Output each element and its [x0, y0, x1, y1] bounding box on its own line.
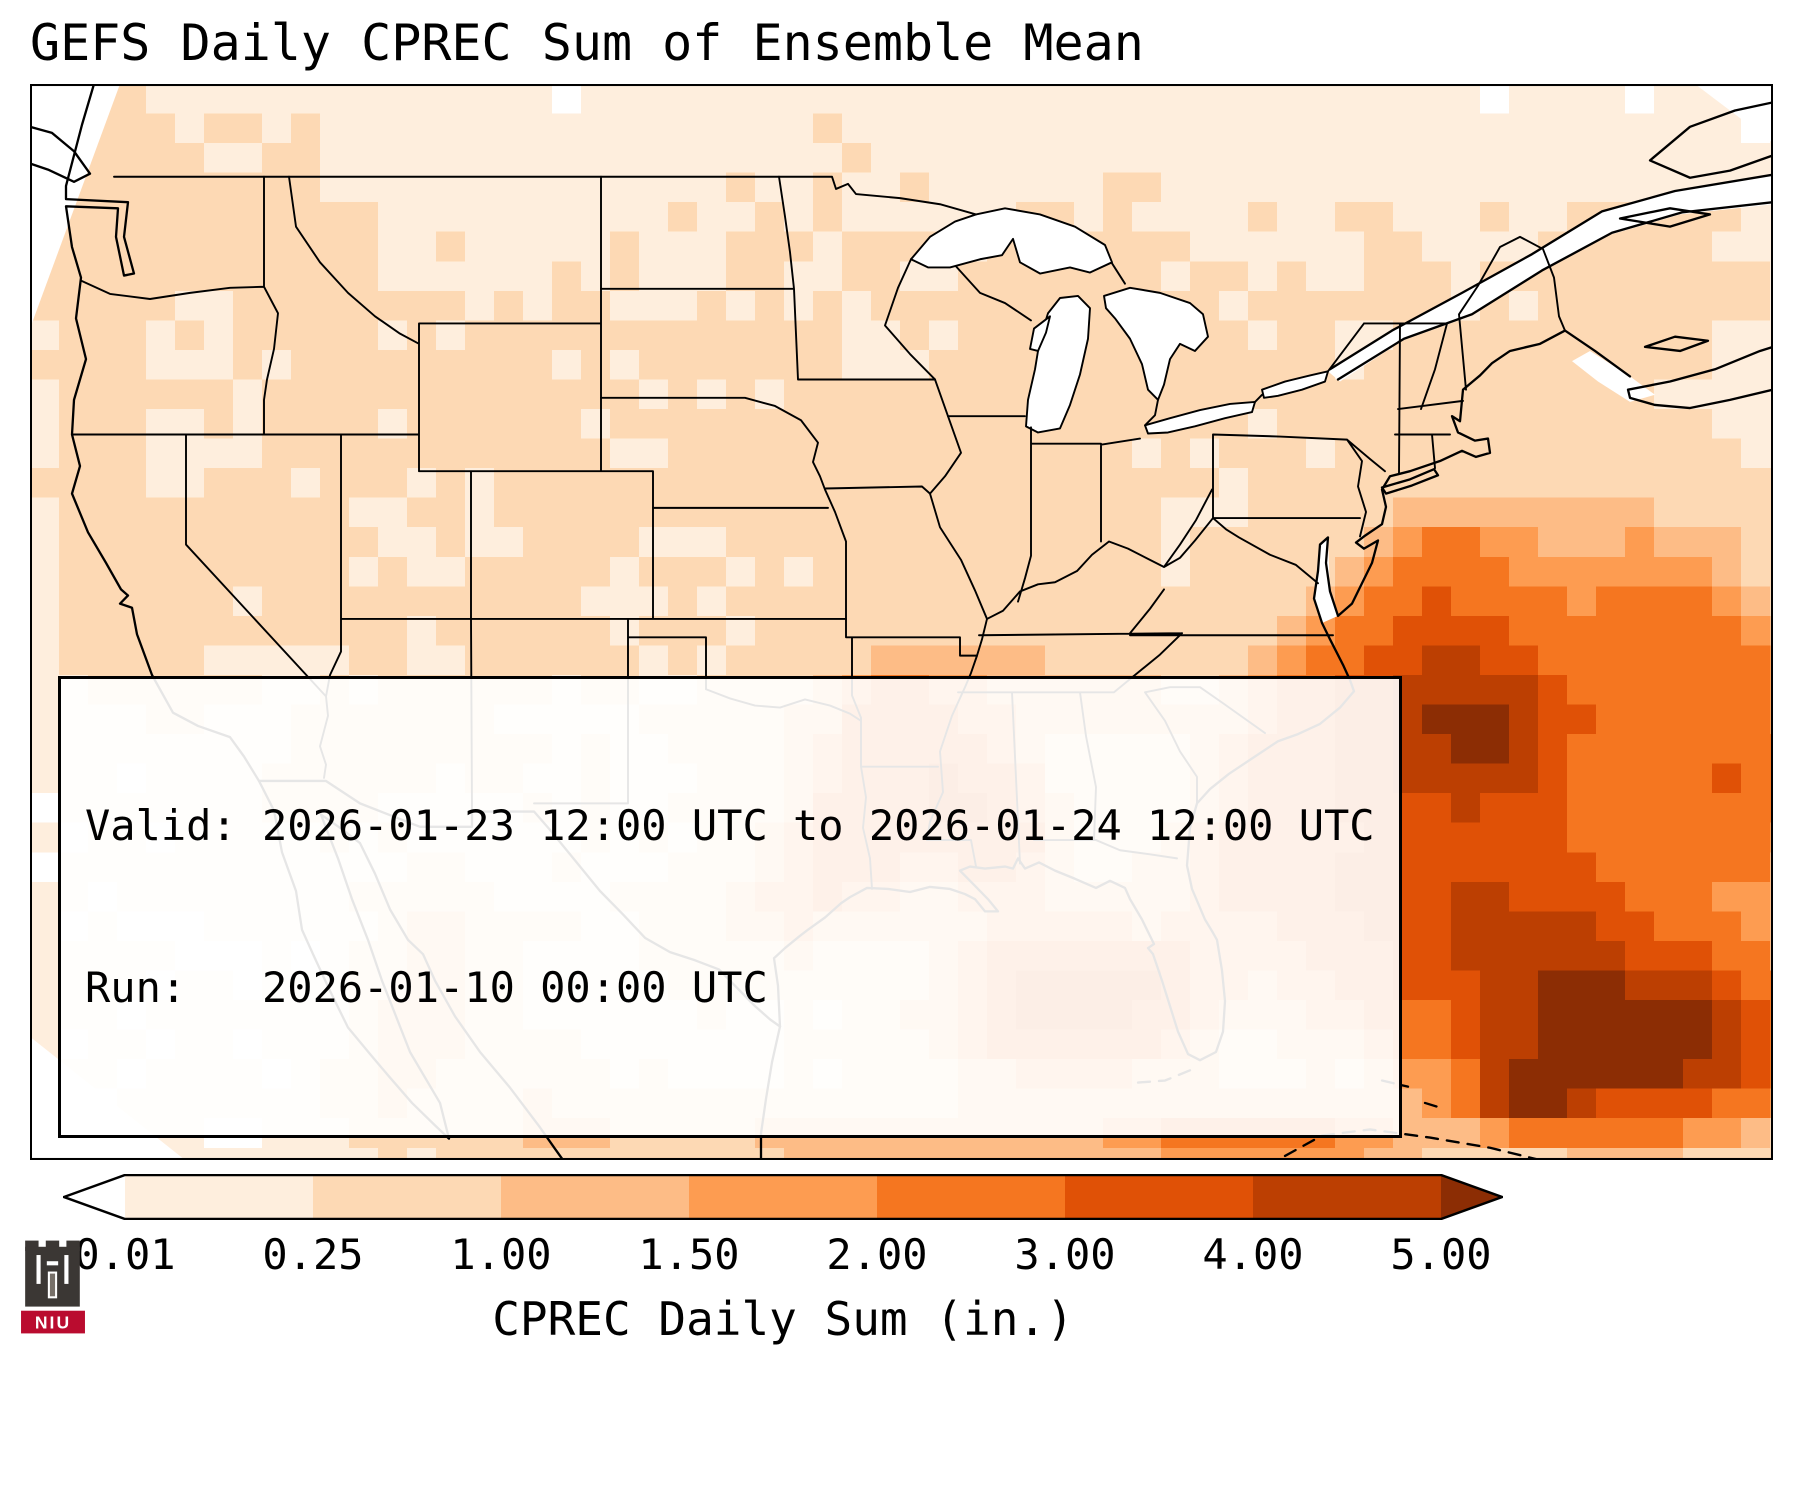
colorbar-tick: 1.00: [450, 1230, 552, 1279]
st-clair-river: [1144, 398, 1159, 427]
state-borders-northeast: [1327, 235, 1566, 475]
lake-erie: [1144, 400, 1256, 435]
colorbar-tick: 3.00: [1014, 1230, 1116, 1279]
figure-title: GEFS Daily CPREC Sum of Ensemble Mean: [30, 14, 1144, 72]
us-canada-border: [113, 175, 977, 216]
nodata-corner-topleft: [30, 84, 120, 329]
colorbar: [63, 1174, 1503, 1220]
newfoundland: [1648, 101, 1773, 179]
state-borders-midwest: [947, 265, 1386, 620]
st-lawrence-south-bank: [1336, 201, 1773, 381]
precipitation-map: Valid: 2026-01-23 12:00 UTC to 2026-01-2…: [30, 84, 1773, 1160]
colorbar-segments: [63, 1174, 1503, 1220]
colorbar-label: CPREC Daily Sum (in.): [492, 1292, 1074, 1346]
colorbar-tick: 0.01: [74, 1230, 176, 1279]
long-island: [1380, 467, 1440, 495]
green-bay: [1029, 315, 1051, 352]
valid-time-text: Valid: 2026-01-23 12:00 UTC to 2026-01-2…: [85, 801, 1375, 850]
st-lawrence-water: [1328, 175, 1773, 382]
lake-ontario: [1261, 370, 1329, 399]
st-marys-river: [1111, 262, 1126, 285]
niu-text: NIU: [35, 1312, 71, 1332]
colorbar-tick-labels: 0.01 0.25 1.00 1.50 2.00 3.00 4.00 5.00: [63, 1230, 1503, 1280]
anticosti-island: [1618, 207, 1712, 228]
colorbar-tick: 0.25: [262, 1230, 364, 1279]
validity-info-box: Valid: 2026-01-23 12:00 UTC to 2026-01-2…: [58, 676, 1402, 1138]
colorbar-tick: 4.00: [1202, 1230, 1304, 1279]
prince-edward-island: [1643, 335, 1710, 353]
st-lawrence-north-bank: [1328, 173, 1773, 371]
nova-scotia: [1626, 345, 1773, 410]
niagara-river: [1254, 393, 1263, 403]
niu-emblem-icon: [25, 1240, 80, 1307]
niu-logo: NIU: [21, 1240, 85, 1334]
vancouver-island: [30, 125, 92, 183]
colorbar-tick: 1.50: [638, 1230, 740, 1279]
colorbar-tick: 5.00: [1390, 1230, 1492, 1279]
niu-banner: [21, 1310, 85, 1334]
run-time-text: Run: 2026-01-10 00:00 UTC: [85, 963, 768, 1012]
colorbar-tick: 2.00: [826, 1230, 928, 1279]
lake-michigan: [1025, 294, 1091, 434]
nodata-corner-topright: [1695, 84, 1773, 144]
cuba-coastline: [1283, 1128, 1542, 1160]
lake-huron: [1103, 286, 1209, 401]
